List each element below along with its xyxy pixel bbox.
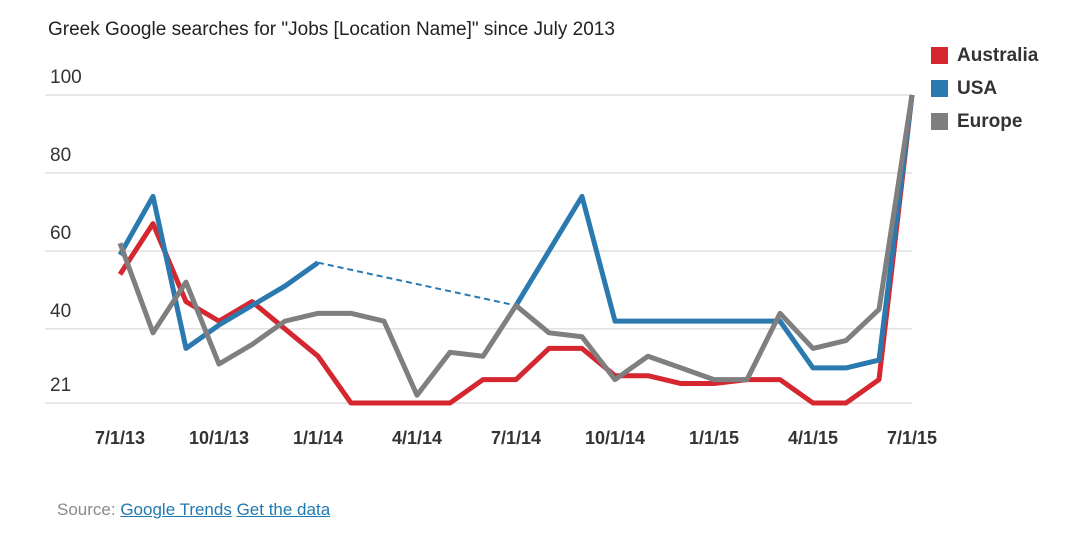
- legend-swatch: [931, 47, 948, 64]
- x-tick-label: 7/1/13: [95, 428, 145, 448]
- x-tick-label: 1/1/14: [293, 428, 343, 448]
- source-label: Source:: [57, 500, 116, 519]
- legend-label: USA: [957, 78, 997, 99]
- data-link[interactable]: Get the data: [236, 500, 331, 519]
- x-tick-label: 10/1/13: [189, 428, 249, 448]
- legend-swatch: [931, 113, 948, 130]
- line-series: [117, 94, 915, 398]
- x-tick-label: 1/1/15: [689, 428, 739, 448]
- y-tick-label: 60: [50, 223, 71, 244]
- y-tick-label: 21: [50, 375, 71, 396]
- x-tick-label: 10/1/14: [585, 428, 645, 448]
- x-tick-label: 4/1/15: [788, 428, 838, 448]
- y-tick-label: 100: [50, 67, 82, 88]
- source-link[interactable]: Google Trends: [120, 500, 232, 519]
- chart-title: Greek Google searches for "Jobs [Locatio…: [48, 19, 615, 40]
- x-tick-label: 7/1/14: [491, 428, 541, 448]
- x-tick-label: 4/1/14: [392, 428, 442, 448]
- gap-connector: [317, 261, 517, 307]
- legend-label: Australia: [957, 45, 1039, 66]
- line-series: [117, 94, 915, 371]
- chart: Greek Google searches for "Jobs [Locatio…: [45, 19, 1039, 448]
- legend-swatch: [931, 80, 948, 97]
- y-tick-label: 80: [50, 145, 71, 166]
- legend-label: Europe: [957, 111, 1022, 132]
- source: Source: Google Trends Get the data: [57, 500, 330, 520]
- x-tick-label: 7/1/15: [887, 428, 937, 448]
- y-tick-label: 40: [50, 301, 71, 322]
- line-series: [117, 94, 915, 406]
